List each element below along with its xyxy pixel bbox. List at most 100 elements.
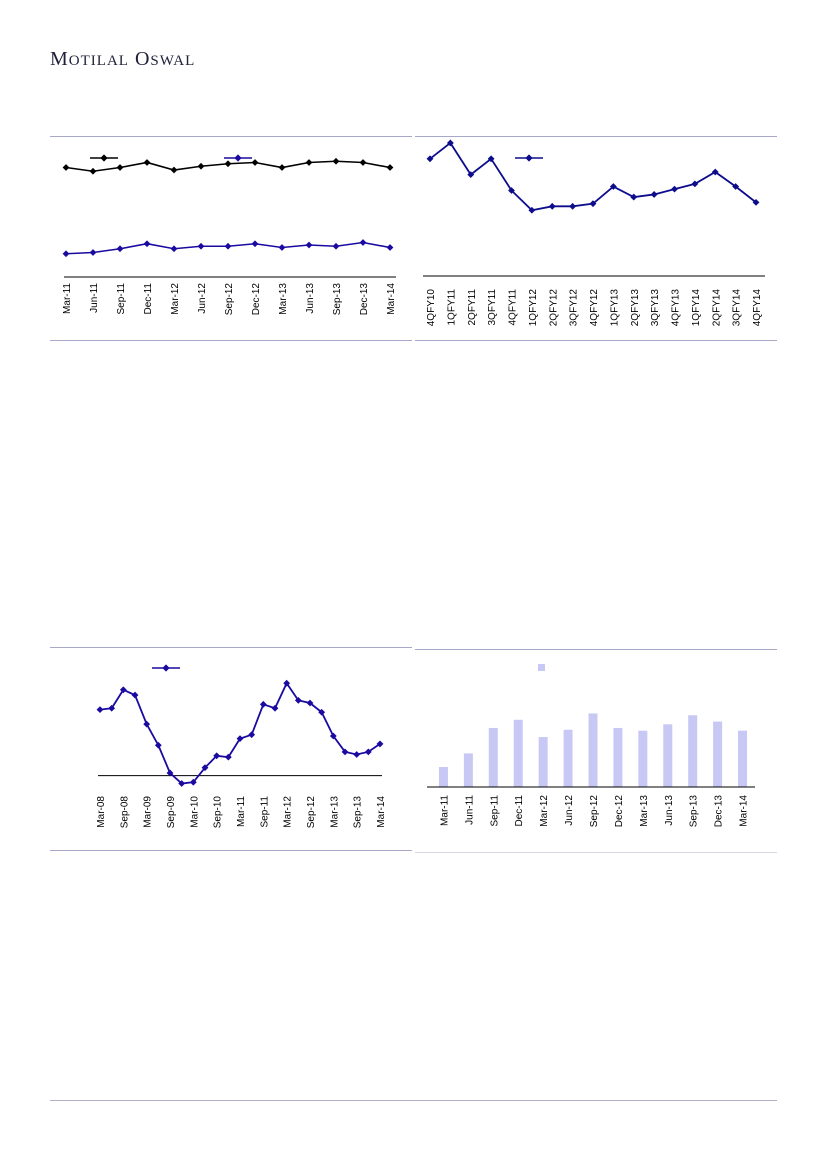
data-point-s0-23 xyxy=(364,748,372,756)
chart-4-svg: Mar-11 Jun-11 Sep-11 Dec-11 Mar-12 Jun-12 Sep-… xyxy=(427,664,755,828)
data-point-s0-13 xyxy=(691,180,699,188)
data-point-s0-5 xyxy=(197,162,205,170)
data-point-s0-9 xyxy=(305,159,313,166)
bar-5 xyxy=(563,729,573,787)
bar-2 xyxy=(488,727,498,787)
data-point-s0-7 xyxy=(178,780,186,787)
legend-swatch-0 xyxy=(538,664,545,671)
chart-3-svg: Mar-08 Sep-08 Mar-09 Sep-09 Mar-10 Sep-10 Mar-… xyxy=(96,664,387,829)
data-point-s0-16 xyxy=(752,198,760,206)
series-line-0 xyxy=(429,141,757,212)
chart3-bottom-rule xyxy=(50,850,412,851)
data-point-s0-4 xyxy=(508,187,515,194)
x-tick-label: 4QFY12 xyxy=(589,289,600,327)
bar-4 xyxy=(538,737,548,787)
data-point-s0-17 xyxy=(294,696,302,704)
chart1-top-rule xyxy=(50,136,412,137)
x-tick-label: Mar-12 xyxy=(283,796,294,828)
chart3-top-rule xyxy=(50,647,412,648)
x-tick-label: Mar-11 xyxy=(439,795,450,826)
data-point-s0-0 xyxy=(96,706,104,713)
data-point-s1-2 xyxy=(116,245,124,253)
data-point-s0-20 xyxy=(329,732,337,740)
x-tick-label: Dec-11 xyxy=(143,283,154,315)
data-point-s0-12 xyxy=(236,735,244,743)
data-point-s0-13 xyxy=(248,731,256,739)
brand-initial-2: O xyxy=(134,48,151,70)
brand-rest-2: swal xyxy=(150,53,196,69)
x-tick-label: 1QFY14 xyxy=(691,289,702,327)
chart4-bottom-rule xyxy=(415,852,777,853)
chart-4: Mar-11 Jun-11 Sep-11 Dec-11 Mar-12 Jun-12 Sep-… xyxy=(415,650,777,852)
x-tick-label: Sep-12 xyxy=(224,283,235,316)
x-tick-label: 2QFY14 xyxy=(711,289,722,327)
data-point-s0-6 xyxy=(224,160,232,168)
data-point-s0-21 xyxy=(341,748,349,756)
data-point-s0-15 xyxy=(271,704,279,712)
bar-12 xyxy=(738,730,748,787)
brand-initial-1: M xyxy=(50,48,69,70)
legend-marker-0 xyxy=(100,154,108,162)
bar-11 xyxy=(713,721,723,787)
x-tick-label: Mar-12 xyxy=(170,283,181,315)
chart-1-svg: Mar-11 Jun-11 Sep-11 Dec-11 Mar-12 Jun-12 Sep-… xyxy=(62,154,397,316)
data-point-s1-7 xyxy=(251,240,259,248)
data-point-s0-11 xyxy=(224,753,232,761)
bar-0 xyxy=(438,767,448,787)
data-point-s0-6 xyxy=(166,769,174,777)
bar-3 xyxy=(513,719,523,787)
data-point-s0-4 xyxy=(170,166,178,174)
chart1-bottom-rule xyxy=(50,340,412,341)
x-tick-label: Mar-13 xyxy=(639,795,650,827)
x-tick-label: 1QFY13 xyxy=(609,289,620,327)
data-point-s0-2 xyxy=(119,686,127,694)
data-point-s1-1 xyxy=(89,249,97,256)
data-point-s0-11 xyxy=(650,191,658,198)
data-point-s0-22 xyxy=(353,751,361,758)
data-point-s0-16 xyxy=(283,679,291,687)
brand-logo: Motilal Oswal xyxy=(50,48,195,71)
data-point-s0-3 xyxy=(143,159,151,166)
data-point-s0-10 xyxy=(332,157,340,165)
x-tick-label: Sep-08 xyxy=(119,796,130,829)
x-tick-label: Dec-13 xyxy=(359,283,370,316)
x-tick-label: Mar-09 xyxy=(143,796,154,828)
x-tick-label: 1QFY11 xyxy=(446,289,457,326)
x-tick-label: Dec-13 xyxy=(714,795,725,828)
x-tick-label: 2QFY11 xyxy=(467,289,478,326)
data-point-s0-9 xyxy=(201,764,209,772)
bar-9 xyxy=(663,724,673,787)
x-tick-label: Jun-12 xyxy=(197,283,208,314)
x-tick-label: Dec-12 xyxy=(251,283,262,316)
data-point-s1-4 xyxy=(170,245,178,253)
x-tick-label: Sep-11 xyxy=(116,283,127,315)
data-point-s0-8 xyxy=(189,778,197,786)
x-tick-label: Sep-11 xyxy=(259,796,270,828)
series-line-0 xyxy=(99,681,381,785)
x-tick-label: 4QFY10 xyxy=(426,289,437,327)
x-tick-label: Mar-13 xyxy=(329,796,340,828)
bar-7 xyxy=(613,727,623,787)
x-tick-label: 2QFY13 xyxy=(630,289,641,327)
x-tick-label: Jun-13 xyxy=(305,283,316,314)
chart-3: Mar-08 Sep-08 Mar-09 Sep-09 Mar-10 Sep-10 Mar-… xyxy=(50,648,412,850)
data-point-s0-14 xyxy=(711,168,719,176)
data-point-s1-8 xyxy=(278,244,286,251)
x-tick-label: Sep-10 xyxy=(213,796,224,829)
data-point-s1-9 xyxy=(305,241,313,249)
x-tick-label: Sep-12 xyxy=(589,795,600,828)
x-tick-label: Jun-11 xyxy=(464,795,475,825)
data-point-s1-11 xyxy=(359,239,367,246)
data-point-s0-18 xyxy=(306,699,314,707)
data-point-s1-10 xyxy=(332,242,340,250)
x-tick-label: Jun-11 xyxy=(89,283,100,313)
x-tick-label: Sep-13 xyxy=(332,283,343,316)
data-point-s0-1 xyxy=(89,167,97,175)
data-point-s0-5 xyxy=(528,206,536,214)
x-tick-label: Dec-11 xyxy=(514,795,525,827)
data-point-s1-6 xyxy=(224,242,232,250)
data-point-s0-8 xyxy=(278,164,286,171)
x-tick-label: 1QFY12 xyxy=(528,289,539,327)
x-tick-label: Sep-13 xyxy=(353,796,364,829)
x-tick-label: Mar-11 xyxy=(62,283,73,314)
